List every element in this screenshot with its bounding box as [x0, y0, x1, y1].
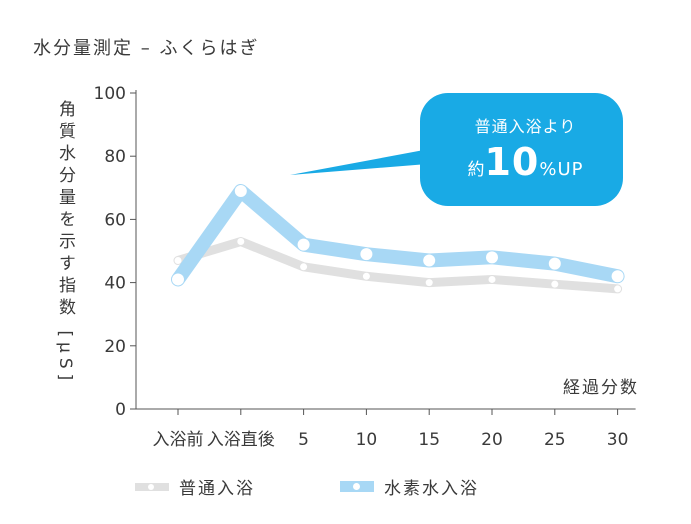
x-tick-label: 10 — [356, 430, 378, 450]
data-point — [234, 184, 247, 197]
data-point — [297, 238, 310, 251]
axes: 0 20 40 60 80 100 入浴前 入浴直後 5 10 15 20 25 30 — [94, 84, 636, 450]
data-point — [548, 257, 561, 270]
data-point — [172, 273, 184, 286]
series-1 — [171, 183, 625, 287]
callout-prefix: 約 — [467, 160, 485, 180]
y-tick-label: 40 — [104, 274, 126, 294]
data-point — [551, 280, 559, 288]
data-point — [425, 279, 433, 287]
callout-bubble — [290, 93, 623, 206]
data-point — [174, 256, 182, 264]
callout-pointer — [290, 147, 440, 175]
data-point — [614, 285, 622, 293]
series-line — [173, 237, 623, 294]
chart-title: 水分量測定 – ふくらはぎ — [33, 38, 260, 59]
callout-suffix: %UP — [539, 159, 584, 180]
x-tick-label: 15 — [418, 430, 440, 450]
x-tick-label: 30 — [607, 430, 629, 450]
y-tick-label: 60 — [104, 210, 126, 230]
data-point — [300, 263, 308, 271]
legend-swatch-normal-bath — [135, 483, 169, 491]
data-point — [237, 238, 245, 246]
callout-number: 10 — [484, 140, 540, 184]
data-point — [362, 272, 370, 280]
x-axis-label: 経過分数 — [563, 378, 639, 398]
callout-text: 普通入浴より — [474, 117, 577, 136]
series-layer — [171, 183, 625, 294]
data-point — [423, 254, 436, 267]
x-tick-label: 25 — [544, 430, 566, 450]
callout-box — [420, 93, 623, 206]
callout-value: 約10%UP — [433, 140, 618, 184]
y-tick-label: 20 — [104, 337, 126, 357]
y-tick-label: 0 — [115, 400, 126, 420]
data-point — [611, 270, 624, 283]
series-0 — [173, 237, 623, 294]
y-tick-label: 80 — [104, 147, 126, 167]
x-tick-label: 入浴前 — [153, 430, 204, 450]
legend-marker — [353, 483, 360, 490]
data-point — [360, 248, 373, 261]
series-line — [171, 183, 625, 287]
x-tick-label: 入浴直後 — [207, 430, 275, 450]
y-axis-label: 角質水分量を示す指数 [µS] — [55, 100, 75, 386]
y-tick-label: 100 — [94, 84, 126, 104]
legend-marker — [148, 484, 154, 490]
data-point — [488, 275, 496, 283]
legend-swatch-hydrogen-bath — [340, 481, 374, 492]
legend-label: 普通入浴 — [179, 479, 255, 499]
legend-label: 水素水入浴 — [384, 479, 479, 499]
x-tick-label: 20 — [481, 430, 503, 450]
x-tick-label: 5 — [298, 430, 309, 450]
data-point — [486, 251, 498, 264]
